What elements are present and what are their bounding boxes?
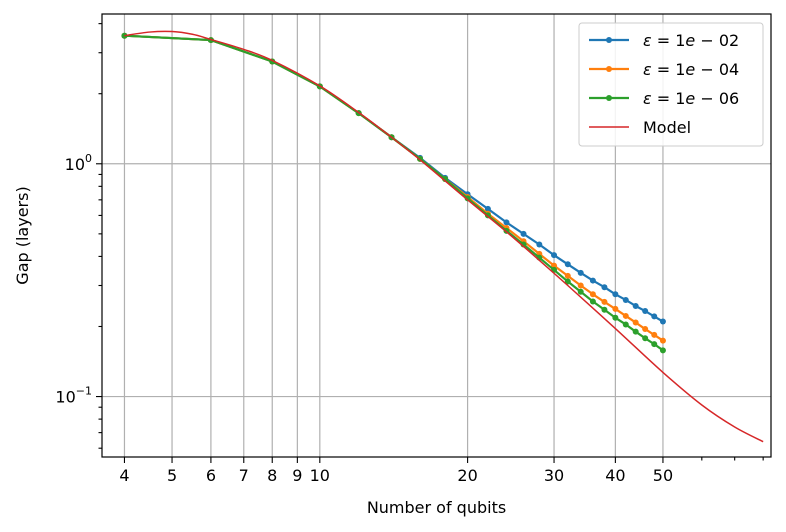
legend-label: ε = 1e − 06	[643, 89, 739, 108]
legend-label: Model	[643, 118, 691, 137]
data-point	[651, 341, 658, 348]
data-point	[564, 272, 571, 279]
data-point	[612, 291, 619, 298]
data-point	[589, 298, 596, 305]
data-point	[577, 288, 584, 295]
data-point	[551, 252, 558, 259]
data-point	[612, 314, 619, 321]
data-point	[589, 277, 596, 284]
data-point	[642, 335, 649, 342]
x-axis-label: Number of qubits	[367, 498, 506, 517]
data-point	[632, 302, 639, 309]
data-point	[564, 278, 571, 285]
x-tick-label: 6	[206, 466, 216, 485]
data-point	[536, 241, 543, 248]
axis-ticks: 4 5 6 7 8 9 10 20 30 40 50 10−1 100	[55, 23, 764, 485]
legend-marker	[606, 95, 612, 101]
y-tick-label: 10−1	[55, 385, 92, 407]
x-tick-label: 10	[310, 466, 330, 485]
data-point	[601, 298, 608, 305]
data-point	[642, 308, 649, 315]
plot-frame	[101, 13, 772, 458]
series-3	[124, 30, 764, 443]
x-tick-label: 9	[292, 466, 302, 485]
data-point	[622, 296, 629, 303]
x-tick-label: 40	[605, 466, 625, 485]
x-tick-label: 30	[544, 466, 564, 485]
x-tick-label: 5	[167, 466, 177, 485]
legend-entry: Model	[589, 118, 691, 137]
data-point	[503, 219, 510, 226]
x-tick-label: 7	[239, 466, 249, 485]
legend-box	[578, 22, 764, 147]
data-point	[659, 337, 666, 344]
data-point	[622, 321, 629, 328]
data-point	[659, 347, 666, 354]
x-tick-label: 20	[457, 466, 477, 485]
x-tick-label: 50	[653, 466, 673, 485]
series-layer	[121, 30, 764, 443]
data-point	[601, 306, 608, 313]
data-point	[520, 230, 527, 237]
data-point	[651, 313, 658, 320]
model-curve	[124, 30, 764, 443]
data-point	[464, 195, 471, 202]
legend-marker	[606, 37, 612, 43]
legend-marker	[606, 66, 612, 72]
legend-label: ε = 1e − 04	[643, 60, 739, 79]
x-tick-label: 8	[267, 466, 277, 485]
legend-entry: ε = 1e − 06	[589, 89, 739, 108]
data-point	[612, 305, 619, 312]
data-point	[589, 291, 596, 298]
data-point	[484, 205, 491, 212]
legend-label: ε = 1e − 02	[643, 31, 739, 50]
y-tick-label: 100	[65, 152, 92, 174]
data-point	[601, 284, 608, 291]
x-tick-label: 4	[119, 466, 129, 485]
data-point	[632, 319, 639, 326]
y-axis-label: Gap (layers)	[13, 186, 32, 284]
data-point	[659, 318, 666, 325]
legend: ε = 1e − 02 ε = 1e − 04 ε = 1e − 06 Model	[578, 22, 764, 147]
data-point	[577, 269, 584, 276]
data-point	[577, 282, 584, 289]
data-point	[632, 328, 639, 335]
legend-entry: ε = 1e − 02	[589, 31, 739, 50]
data-point	[642, 326, 649, 333]
data-point	[622, 312, 629, 319]
legend-entry: ε = 1e − 04	[589, 60, 739, 79]
data-point	[551, 262, 558, 269]
data-point	[564, 261, 571, 268]
data-point	[651, 331, 658, 338]
